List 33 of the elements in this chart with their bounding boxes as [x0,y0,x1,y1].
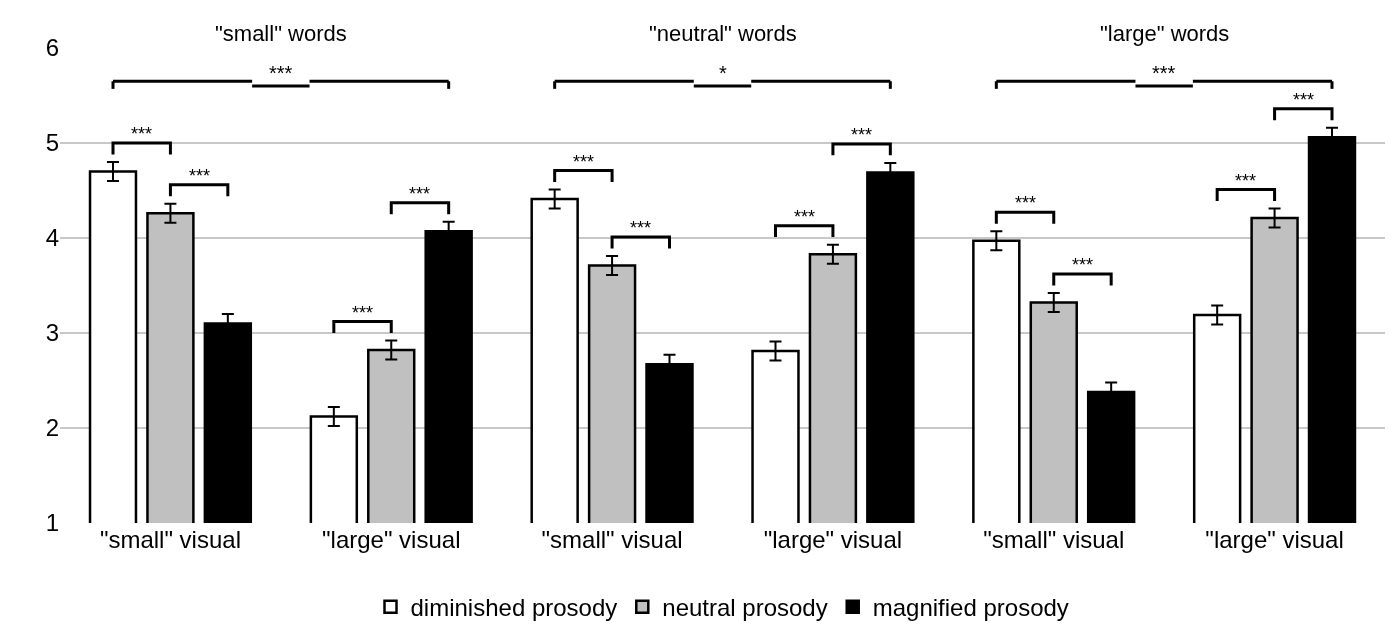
x-tick-label: "small" visual [983,526,1125,553]
x-tick-label: "large" visual [322,526,461,553]
annotation: *** [573,152,595,172]
annotation: *** [1235,171,1257,191]
text: "neutral" words [649,21,797,46]
annotation: *** [794,207,816,227]
annotation: *** [1072,255,1094,275]
annotation: *** [851,125,873,145]
legend-label: diminished prosody [410,594,618,622]
y-tick-label: 1 [45,509,59,537]
annotation: *** [131,124,153,144]
annotation: *** [1293,90,1315,110]
text: "large" words [1100,21,1230,46]
annotation: * [719,62,727,84]
y-tick-label: 3 [45,319,59,347]
annotation: *** [1152,62,1176,84]
x-tick-label: "small" visual [99,526,241,553]
annotation: *** [352,303,374,323]
legend-label: magnified prosody [872,594,1069,622]
x-tick-label: "large" visual [1205,526,1344,553]
legend-label: neutral prosody [662,594,828,622]
annotation: *** [189,166,211,186]
annotation: *** [630,218,652,238]
y-tick-label: 6 [45,34,59,62]
text: "small" words [215,21,347,46]
x-tick-label: "large" visual [763,526,903,553]
x-tick-label: "small" visual [541,526,683,553]
y-tick-label: 5 [45,129,59,157]
y-tick-label: 2 [45,414,59,442]
annotation: *** [409,184,431,204]
annotation: *** [1015,193,1037,213]
annotation: *** [269,62,293,84]
y-tick-label: 4 [45,224,59,252]
